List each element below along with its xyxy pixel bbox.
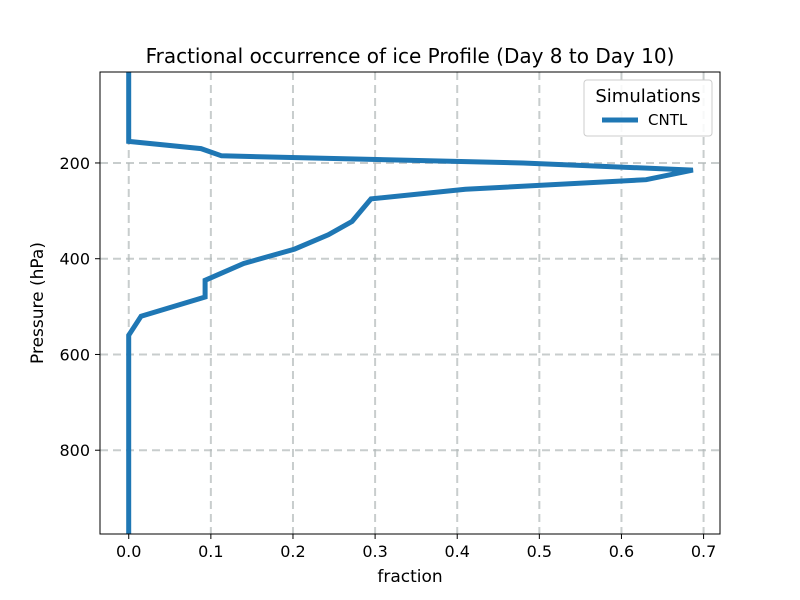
plot-frame	[99, 71, 721, 535]
y-tick-label: 600	[59, 345, 90, 364]
x-tick-label: 0.0	[116, 542, 141, 561]
x-tick-label: 0.4	[444, 542, 469, 561]
series-line-cntl	[126, 72, 694, 534]
x-tick-label: 0.5	[527, 542, 552, 561]
x-tick-label: 0.7	[691, 542, 716, 561]
series-layer	[126, 72, 694, 534]
x-tick-label: 0.3	[362, 542, 387, 561]
chart-title: Fractional occurrence of ice Profile (Da…	[146, 44, 675, 68]
legend-entry-cntl: CNTL	[648, 111, 688, 129]
legend-title: Simulations	[595, 86, 700, 107]
x-axis: 0.0 0.1 0.2 0.3 0.4 0.5 0.6 0.7	[116, 534, 716, 561]
y-tick-label: 800	[59, 441, 90, 460]
y-axis: 200 400 600 800	[59, 154, 100, 460]
x-tick-label: 0.6	[609, 542, 634, 561]
y-axis-label: Pressure (hPa)	[28, 242, 48, 364]
y-tick-label: 400	[59, 250, 90, 269]
x-tick-label: 0.1	[198, 542, 223, 561]
x-tick-label: 0.2	[280, 542, 305, 561]
y-tick-label: 200	[59, 154, 90, 173]
legend[interactable]: Simulations CNTL	[583, 79, 713, 137]
x-axis-label: fraction	[377, 567, 442, 587]
